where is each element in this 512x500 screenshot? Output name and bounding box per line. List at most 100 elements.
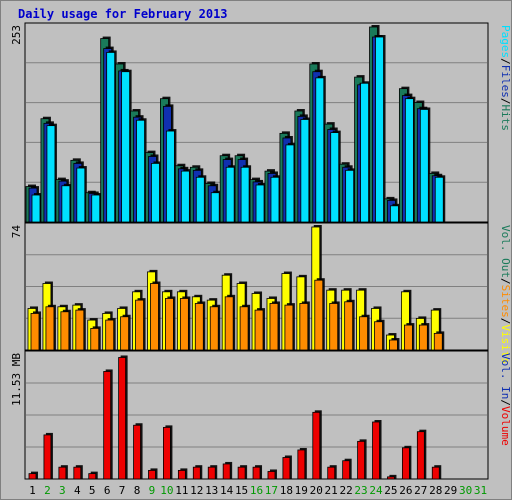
sites-bar-23	[359, 316, 368, 351]
x-tick-label-22: 22	[339, 484, 352, 497]
volume-bar-15	[237, 466, 246, 480]
sites-bar-26	[403, 324, 413, 351]
pages-bar-15	[240, 166, 250, 223]
volume-bar-11	[177, 469, 186, 480]
pages-bar-3	[61, 185, 71, 223]
x-tick-label-5: 5	[89, 484, 96, 497]
volume-bar-4	[73, 466, 82, 480]
volume-bar-27	[416, 431, 425, 480]
pages-bar-10	[166, 130, 175, 223]
volume-bar-13	[207, 466, 216, 480]
pages-bar-1	[31, 194, 41, 223]
x-tick-label-6: 6	[104, 484, 111, 497]
legend-volume: Vol. In/Volume	[499, 353, 512, 446]
volume-bar-6	[103, 371, 112, 480]
legend-hits-files-pages: Pages/Files/Hits	[499, 25, 512, 131]
volume-bar-7	[118, 357, 127, 480]
volume-bar-28	[431, 466, 440, 480]
pages-bar-25	[390, 205, 399, 223]
sites-bar-3	[60, 311, 70, 351]
pages-bar-17	[270, 176, 280, 223]
pages-bar-24	[375, 36, 384, 223]
legend-entry: Vol. Out	[499, 225, 512, 278]
volume-bar-5	[88, 473, 97, 480]
legend-entry: Sites	[499, 285, 512, 318]
legend-entry: Vol. In	[499, 353, 512, 399]
pages-bar-18	[285, 144, 295, 223]
x-tick-label-25: 25	[384, 484, 397, 497]
sites-bar-18	[284, 304, 294, 351]
x-tick-label-7: 7	[119, 484, 126, 497]
volume-bar-16	[252, 466, 261, 480]
x-tick-label-11: 11	[175, 484, 188, 497]
volume-bar-22	[342, 460, 351, 480]
x-tick-label-14: 14	[220, 484, 234, 497]
pages-bar-19	[300, 119, 310, 223]
sites-bar-5	[90, 327, 100, 351]
pages-bar-6	[106, 52, 116, 223]
x-tick-label-30: 30	[459, 484, 472, 497]
x-tick-label-18: 18	[280, 484, 293, 497]
sites-bar-10	[165, 298, 174, 351]
sites-bar-27	[418, 324, 428, 351]
x-tick-label-24: 24	[369, 484, 383, 497]
sites-bar-9	[150, 283, 159, 351]
sites-bar-1	[30, 313, 40, 351]
volume-bar-21	[327, 466, 336, 480]
ymax-label-visits-sites: 74	[10, 225, 23, 239]
x-tick-label-12: 12	[190, 484, 203, 497]
ymax-label-volume: 11.53 MB	[10, 353, 23, 406]
x-tick-label-29: 29	[444, 484, 457, 497]
volume-bar-8	[133, 424, 141, 480]
sites-bar-6	[105, 319, 115, 351]
x-tick-label-1: 1	[29, 484, 36, 497]
volume-bar-20	[312, 411, 321, 480]
sites-bar-21	[329, 303, 339, 351]
x-tick-label-9: 9	[149, 484, 156, 497]
pages-bar-22	[345, 169, 355, 223]
sites-bar-4	[75, 309, 85, 351]
pages-bar-7	[121, 71, 131, 223]
sites-bar-17	[269, 303, 279, 351]
legend-entry: Volume	[499, 406, 512, 446]
pages-bar-23	[360, 82, 369, 223]
legend-entry: Pages	[499, 25, 512, 58]
pages-bar-4	[76, 167, 86, 223]
pages-bar-5	[91, 194, 101, 223]
volume-bar-1	[28, 473, 37, 480]
ymax-label-hits-files-pages: 253	[10, 25, 23, 45]
volume-bar-18	[282, 457, 291, 480]
x-tick-label-27: 27	[414, 484, 427, 497]
legend-entry: Files	[499, 65, 512, 98]
pages-bar-16	[255, 184, 265, 223]
volume-bar-10	[163, 426, 171, 480]
volume-bar-19	[297, 449, 306, 480]
x-tick-label-20: 20	[310, 484, 323, 497]
volume-bar-3	[58, 466, 67, 480]
pages-bar-14	[225, 166, 235, 223]
volume-bar-9	[148, 469, 156, 480]
volume-bar-2	[43, 434, 52, 480]
x-tick-label-23: 23	[354, 484, 367, 497]
x-tick-label-19: 19	[295, 484, 308, 497]
sites-bar-13	[209, 306, 219, 351]
x-tick-label-10: 10	[160, 484, 173, 497]
sites-bar-19	[299, 303, 309, 351]
legend-entry: Visits	[499, 324, 512, 364]
x-tick-label-21: 21	[325, 484, 338, 497]
sites-bar-12	[194, 303, 204, 351]
x-tick-label-28: 28	[429, 484, 442, 497]
sites-bar-2	[45, 306, 55, 351]
chart-title: Daily usage for February 2013	[18, 7, 228, 21]
pages-bar-11	[180, 170, 190, 223]
x-tick-label-3: 3	[59, 484, 66, 497]
pages-bar-8	[136, 119, 145, 223]
pages-bar-13	[210, 192, 220, 223]
x-tick-label-31: 31	[474, 484, 487, 497]
x-tick-label-2: 2	[44, 484, 51, 497]
pages-bar-2	[46, 125, 56, 223]
sites-bar-28	[433, 332, 443, 351]
volume-bar-25	[387, 476, 395, 480]
x-tick-label-26: 26	[399, 484, 412, 497]
